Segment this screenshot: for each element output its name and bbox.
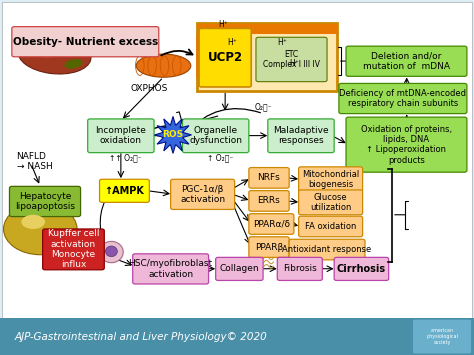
FancyBboxPatch shape: [0, 318, 474, 355]
FancyBboxPatch shape: [412, 319, 472, 354]
FancyBboxPatch shape: [216, 257, 263, 280]
FancyBboxPatch shape: [289, 239, 365, 260]
Text: H⁺: H⁺: [228, 38, 237, 47]
FancyBboxPatch shape: [334, 257, 389, 280]
FancyBboxPatch shape: [277, 257, 322, 280]
Ellipse shape: [21, 215, 45, 229]
Text: Obesity- Nutrient excess: Obesity- Nutrient excess: [13, 37, 158, 47]
FancyBboxPatch shape: [249, 214, 294, 234]
Text: Mitochondrial
biogenesis: Mitochondrial biogenesis: [302, 170, 359, 189]
FancyBboxPatch shape: [249, 191, 289, 211]
Ellipse shape: [105, 246, 117, 257]
Text: PPARβ: PPARβ: [255, 242, 283, 252]
Text: H⁺: H⁺: [278, 38, 287, 47]
Text: NRFs: NRFs: [258, 173, 280, 182]
Text: Cirrhosis: Cirrhosis: [337, 264, 386, 274]
FancyBboxPatch shape: [346, 117, 467, 172]
Text: FA oxidation: FA oxidation: [305, 222, 356, 231]
FancyBboxPatch shape: [171, 179, 235, 209]
FancyBboxPatch shape: [88, 119, 154, 153]
Text: HSC/myofibroblast
activation: HSC/myofibroblast activation: [128, 259, 213, 279]
FancyBboxPatch shape: [9, 186, 81, 217]
Text: OXPHOS: OXPHOS: [131, 84, 168, 93]
Text: Hepatocyte
lipoapoptosis: Hepatocyte lipoapoptosis: [15, 192, 75, 211]
FancyBboxPatch shape: [249, 168, 289, 188]
FancyBboxPatch shape: [197, 24, 337, 34]
Text: Maladaptive
responses: Maladaptive responses: [273, 126, 329, 146]
Text: Glucose
utilization: Glucose utilization: [310, 193, 351, 212]
Text: Deficiency of mtDNA-encoded
respiratory chain subunits: Deficiency of mtDNA-encoded respiratory …: [339, 89, 466, 108]
Text: ROS: ROS: [163, 130, 183, 140]
Text: Deletion and/or
mutation of  mDNA: Deletion and/or mutation of mDNA: [363, 51, 450, 71]
Ellipse shape: [64, 59, 82, 69]
Ellipse shape: [100, 241, 123, 263]
FancyBboxPatch shape: [197, 23, 337, 91]
Ellipse shape: [18, 36, 91, 74]
FancyBboxPatch shape: [133, 254, 209, 284]
Text: Oxidation of proteins,
lipids, DNA
↑ Lipoperoxidation
products: Oxidation of proteins, lipids, DNA ↑ Lip…: [361, 125, 452, 165]
Text: Collagen: Collagen: [219, 264, 259, 273]
Text: Organelle
dysfunction: Organelle dysfunction: [189, 126, 242, 146]
Text: ↑↑ O₂⭥⁻: ↑↑ O₂⭥⁻: [109, 153, 142, 163]
Text: Antioxidant response: Antioxidant response: [283, 245, 372, 254]
Ellipse shape: [137, 54, 191, 77]
FancyBboxPatch shape: [249, 237, 289, 257]
Text: Kupffer cell
activation
Monocyte
influx: Kupffer cell activation Monocyte influx: [48, 229, 99, 269]
Text: H⁺: H⁺: [218, 20, 228, 29]
FancyBboxPatch shape: [182, 119, 249, 153]
Text: american
physiological
society: american physiological society: [426, 328, 458, 345]
FancyBboxPatch shape: [299, 190, 363, 215]
FancyBboxPatch shape: [199, 28, 251, 87]
Text: ERRs: ERRs: [258, 196, 280, 206]
Text: H⁺: H⁺: [289, 59, 299, 69]
Text: PGC-1α/β
activation: PGC-1α/β activation: [180, 185, 225, 204]
FancyBboxPatch shape: [339, 83, 467, 114]
FancyBboxPatch shape: [12, 27, 159, 57]
Text: Incomplete
oxidation: Incomplete oxidation: [95, 126, 146, 146]
Text: UCP2: UCP2: [208, 51, 243, 64]
FancyBboxPatch shape: [299, 216, 363, 237]
FancyBboxPatch shape: [43, 229, 104, 270]
Ellipse shape: [31, 43, 59, 58]
FancyBboxPatch shape: [256, 37, 327, 82]
FancyBboxPatch shape: [100, 179, 149, 202]
Text: ETC
Complex I III IV: ETC Complex I III IV: [263, 50, 320, 69]
Text: PPARα/δ: PPARα/δ: [253, 219, 290, 229]
Text: O₂⭥⁻: O₂⭥⁻: [254, 102, 272, 111]
Polygon shape: [155, 116, 191, 153]
FancyBboxPatch shape: [346, 46, 467, 76]
FancyBboxPatch shape: [2, 2, 472, 318]
Text: AJP-Gastrointestinal and Liver Physiology© 2020: AJP-Gastrointestinal and Liver Physiolog…: [14, 332, 267, 342]
Text: NAFLD
→ NASH: NAFLD → NASH: [17, 152, 52, 171]
Text: ↑AMPK: ↑AMPK: [104, 186, 145, 196]
FancyBboxPatch shape: [299, 167, 363, 192]
Ellipse shape: [4, 203, 77, 255]
Text: ↑ O₂⭥⁻: ↑ O₂⭥⁻: [207, 153, 234, 163]
FancyBboxPatch shape: [268, 119, 334, 153]
Text: Fibrosis: Fibrosis: [283, 264, 317, 273]
